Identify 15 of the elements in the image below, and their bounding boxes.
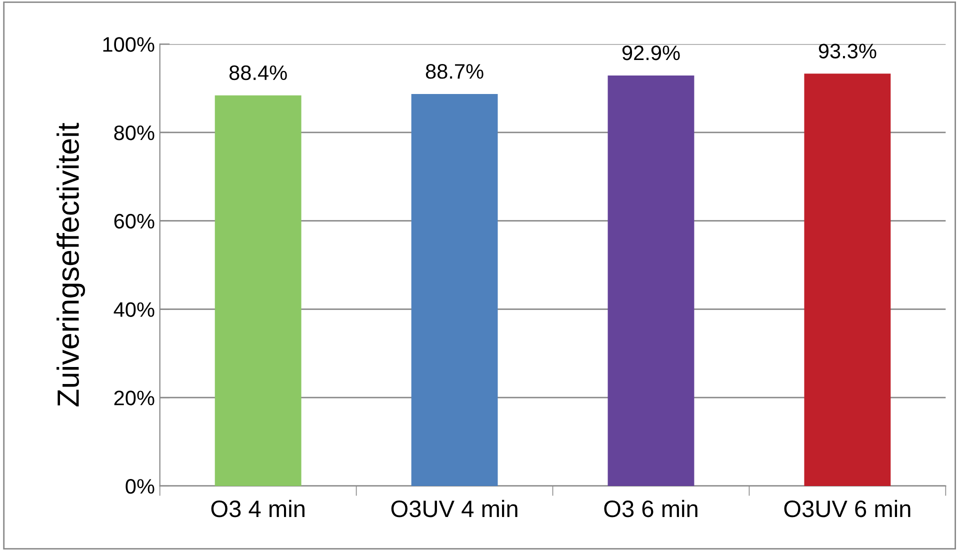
y-axis-title: Zuiveringseffectiviteit: [56, 122, 86, 406]
y-tick-label: 80%: [114, 125, 154, 140]
x-tick-label: O3 6 min: [604, 500, 698, 518]
data-label: 93.3%: [818, 44, 876, 58]
y-tick-label: 20%: [114, 390, 154, 406]
x-tick-label: O3 4 min: [211, 500, 304, 518]
data-label: 88.4%: [229, 65, 287, 80]
data-label: 92.9%: [622, 45, 680, 60]
x-tick-label: O3UV 6 min: [784, 500, 910, 518]
x-tick-label: O3UV 4 min: [391, 500, 518, 518]
y-tick-label: 0%: [126, 478, 154, 494]
y-tick-label: 40%: [114, 302, 154, 317]
y-tick-label: 60%: [114, 214, 154, 229]
y-tick-label: 100%: [103, 37, 154, 52]
data-label: 88.7%: [426, 64, 484, 79]
